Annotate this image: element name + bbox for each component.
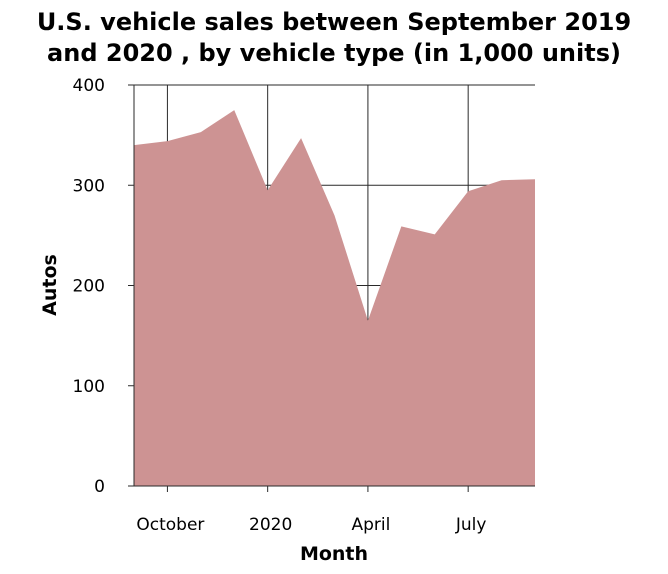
x-tick-label: April — [351, 515, 390, 535]
y-tick-label: 300 — [73, 176, 105, 196]
y-tick-labels: 0 100 200 300 400 — [73, 76, 105, 497]
x-tick-label: July — [455, 515, 487, 535]
x-tick-label: October — [136, 515, 204, 535]
area-series — [134, 110, 535, 486]
x-tick-labels: October 2020 April July — [136, 515, 486, 535]
x-tick-label: 2020 — [249, 515, 292, 535]
chart-title-line-1: U.S. vehicle sales between September 201… — [37, 8, 631, 36]
axes — [128, 84, 535, 492]
y-tick-label: 200 — [73, 277, 105, 297]
y-tick-label: 400 — [73, 76, 105, 96]
y-tick-label: 100 — [73, 377, 105, 397]
y-axis-label: Autos — [39, 254, 61, 316]
area-layer — [134, 110, 535, 486]
y-tick-label: 0 — [94, 477, 105, 497]
x-axis-label: Month — [300, 543, 368, 565]
chart-title-line-2: and 2020 , by vehicle type (in 1,000 uni… — [47, 39, 621, 67]
